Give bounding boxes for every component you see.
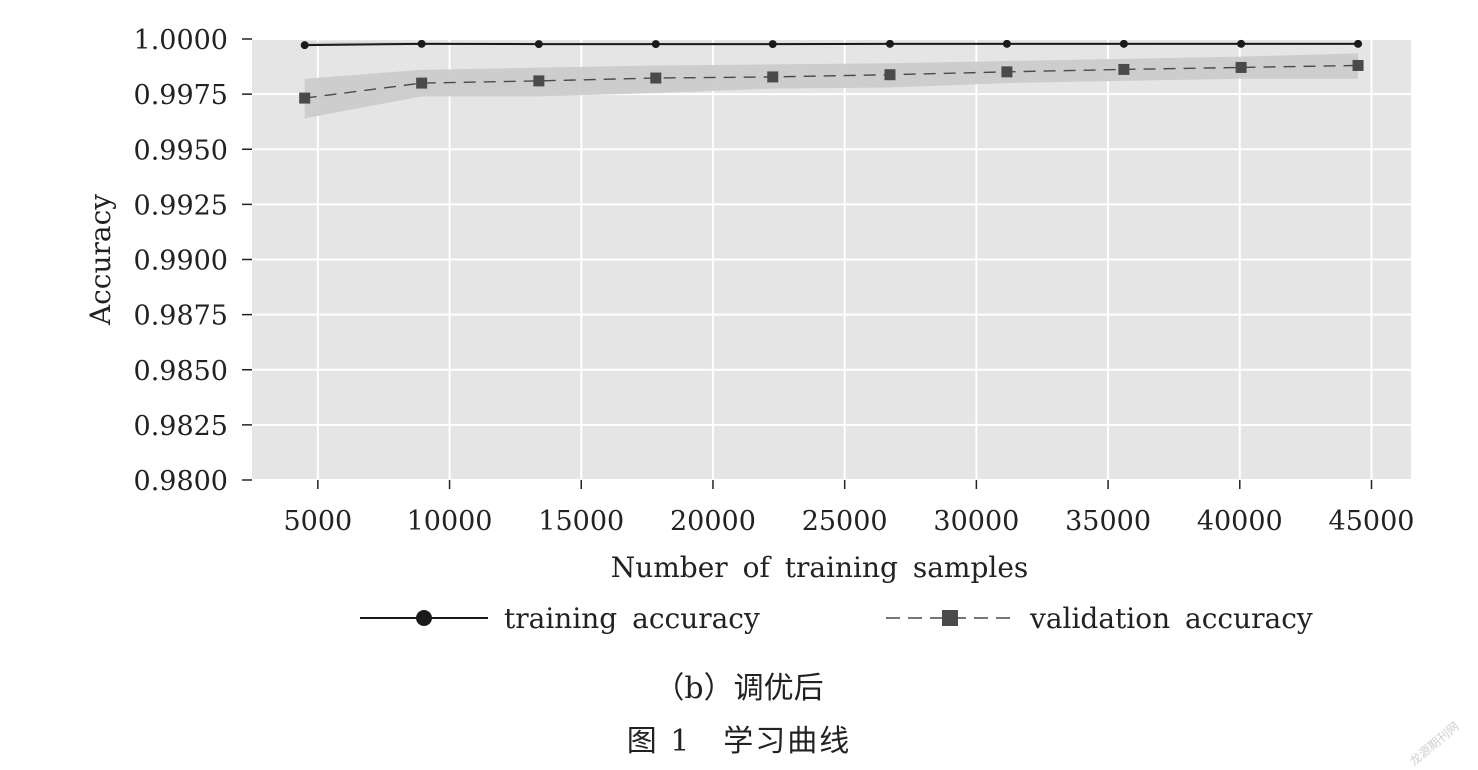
series-lines [304, 42, 1359, 99]
x-axis-ticks: 5000 10000 15000 20000 25000 30000 35000 40000 4… [283, 480, 1414, 537]
y-axis-label: Accuracy [84, 194, 117, 326]
y-tick-label: 1.0000 [134, 25, 228, 56]
learning-curve-chart: 1.0000 0.9975 0.9950 0.9925 0.9900 0.9875 0.98… [84, 25, 1414, 635]
data-point [300, 41, 309, 50]
legend: training accuracy validation accuracy [360, 602, 1313, 635]
x-tick-label: 15000 [538, 506, 624, 537]
grid [252, 38, 1411, 481]
y-tick-label: 0.9825 [134, 411, 228, 442]
series-line [304, 64, 1359, 99]
y-tick-label: 0.9950 [134, 135, 228, 166]
data-point [650, 72, 662, 84]
x-tick-label: 20000 [670, 506, 756, 537]
data-point [533, 75, 545, 87]
subfigure-caption: （b）调优后 [654, 671, 824, 706]
y-tick-label: 0.9800 [134, 466, 228, 497]
data-point [651, 40, 660, 49]
x-tick-label: 25000 [802, 506, 888, 537]
y-tick-label: 0.9900 [134, 246, 228, 277]
data-point [534, 40, 543, 49]
x-tick-label: 40000 [1197, 506, 1283, 537]
y-tick-label: 0.9875 [134, 301, 228, 332]
data-point [1235, 61, 1247, 73]
x-tick-label: 5000 [283, 506, 352, 537]
series-markers [299, 39, 1364, 104]
data-point [416, 77, 428, 89]
x-tick-label: 10000 [407, 506, 493, 537]
data-point [1002, 39, 1011, 48]
y-tick-label: 0.9975 [134, 80, 228, 111]
y-tick-label: 0.9925 [134, 190, 228, 221]
data-point [299, 92, 311, 104]
data-point [417, 39, 426, 48]
data-point [1354, 39, 1363, 48]
y-axis-ticks: 1.0000 0.9975 0.9950 0.9925 0.9900 0.9875 0.98… [134, 25, 252, 497]
data-point [767, 71, 779, 83]
data-point [1237, 39, 1246, 48]
x-axis-label: Number of training samples [611, 551, 1029, 584]
x-tick-label: 35000 [1065, 506, 1151, 537]
x-tick-label: 45000 [1329, 506, 1415, 537]
series-line [304, 42, 1359, 47]
legend-marker [416, 610, 432, 626]
figure-caption: 图 1 学习曲线 [626, 724, 852, 759]
x-tick-label: 30000 [933, 506, 1019, 537]
legend-label: training accuracy [504, 602, 760, 635]
data-point [768, 40, 777, 49]
legend-marker [942, 610, 958, 626]
data-point [1119, 39, 1128, 48]
data-point [885, 39, 894, 48]
data-point [1001, 66, 1013, 78]
data-point [884, 69, 896, 81]
data-point [1352, 59, 1364, 71]
y-tick-label: 0.9850 [134, 356, 228, 387]
data-point [1118, 63, 1130, 75]
legend-label: validation accuracy [1029, 602, 1313, 635]
